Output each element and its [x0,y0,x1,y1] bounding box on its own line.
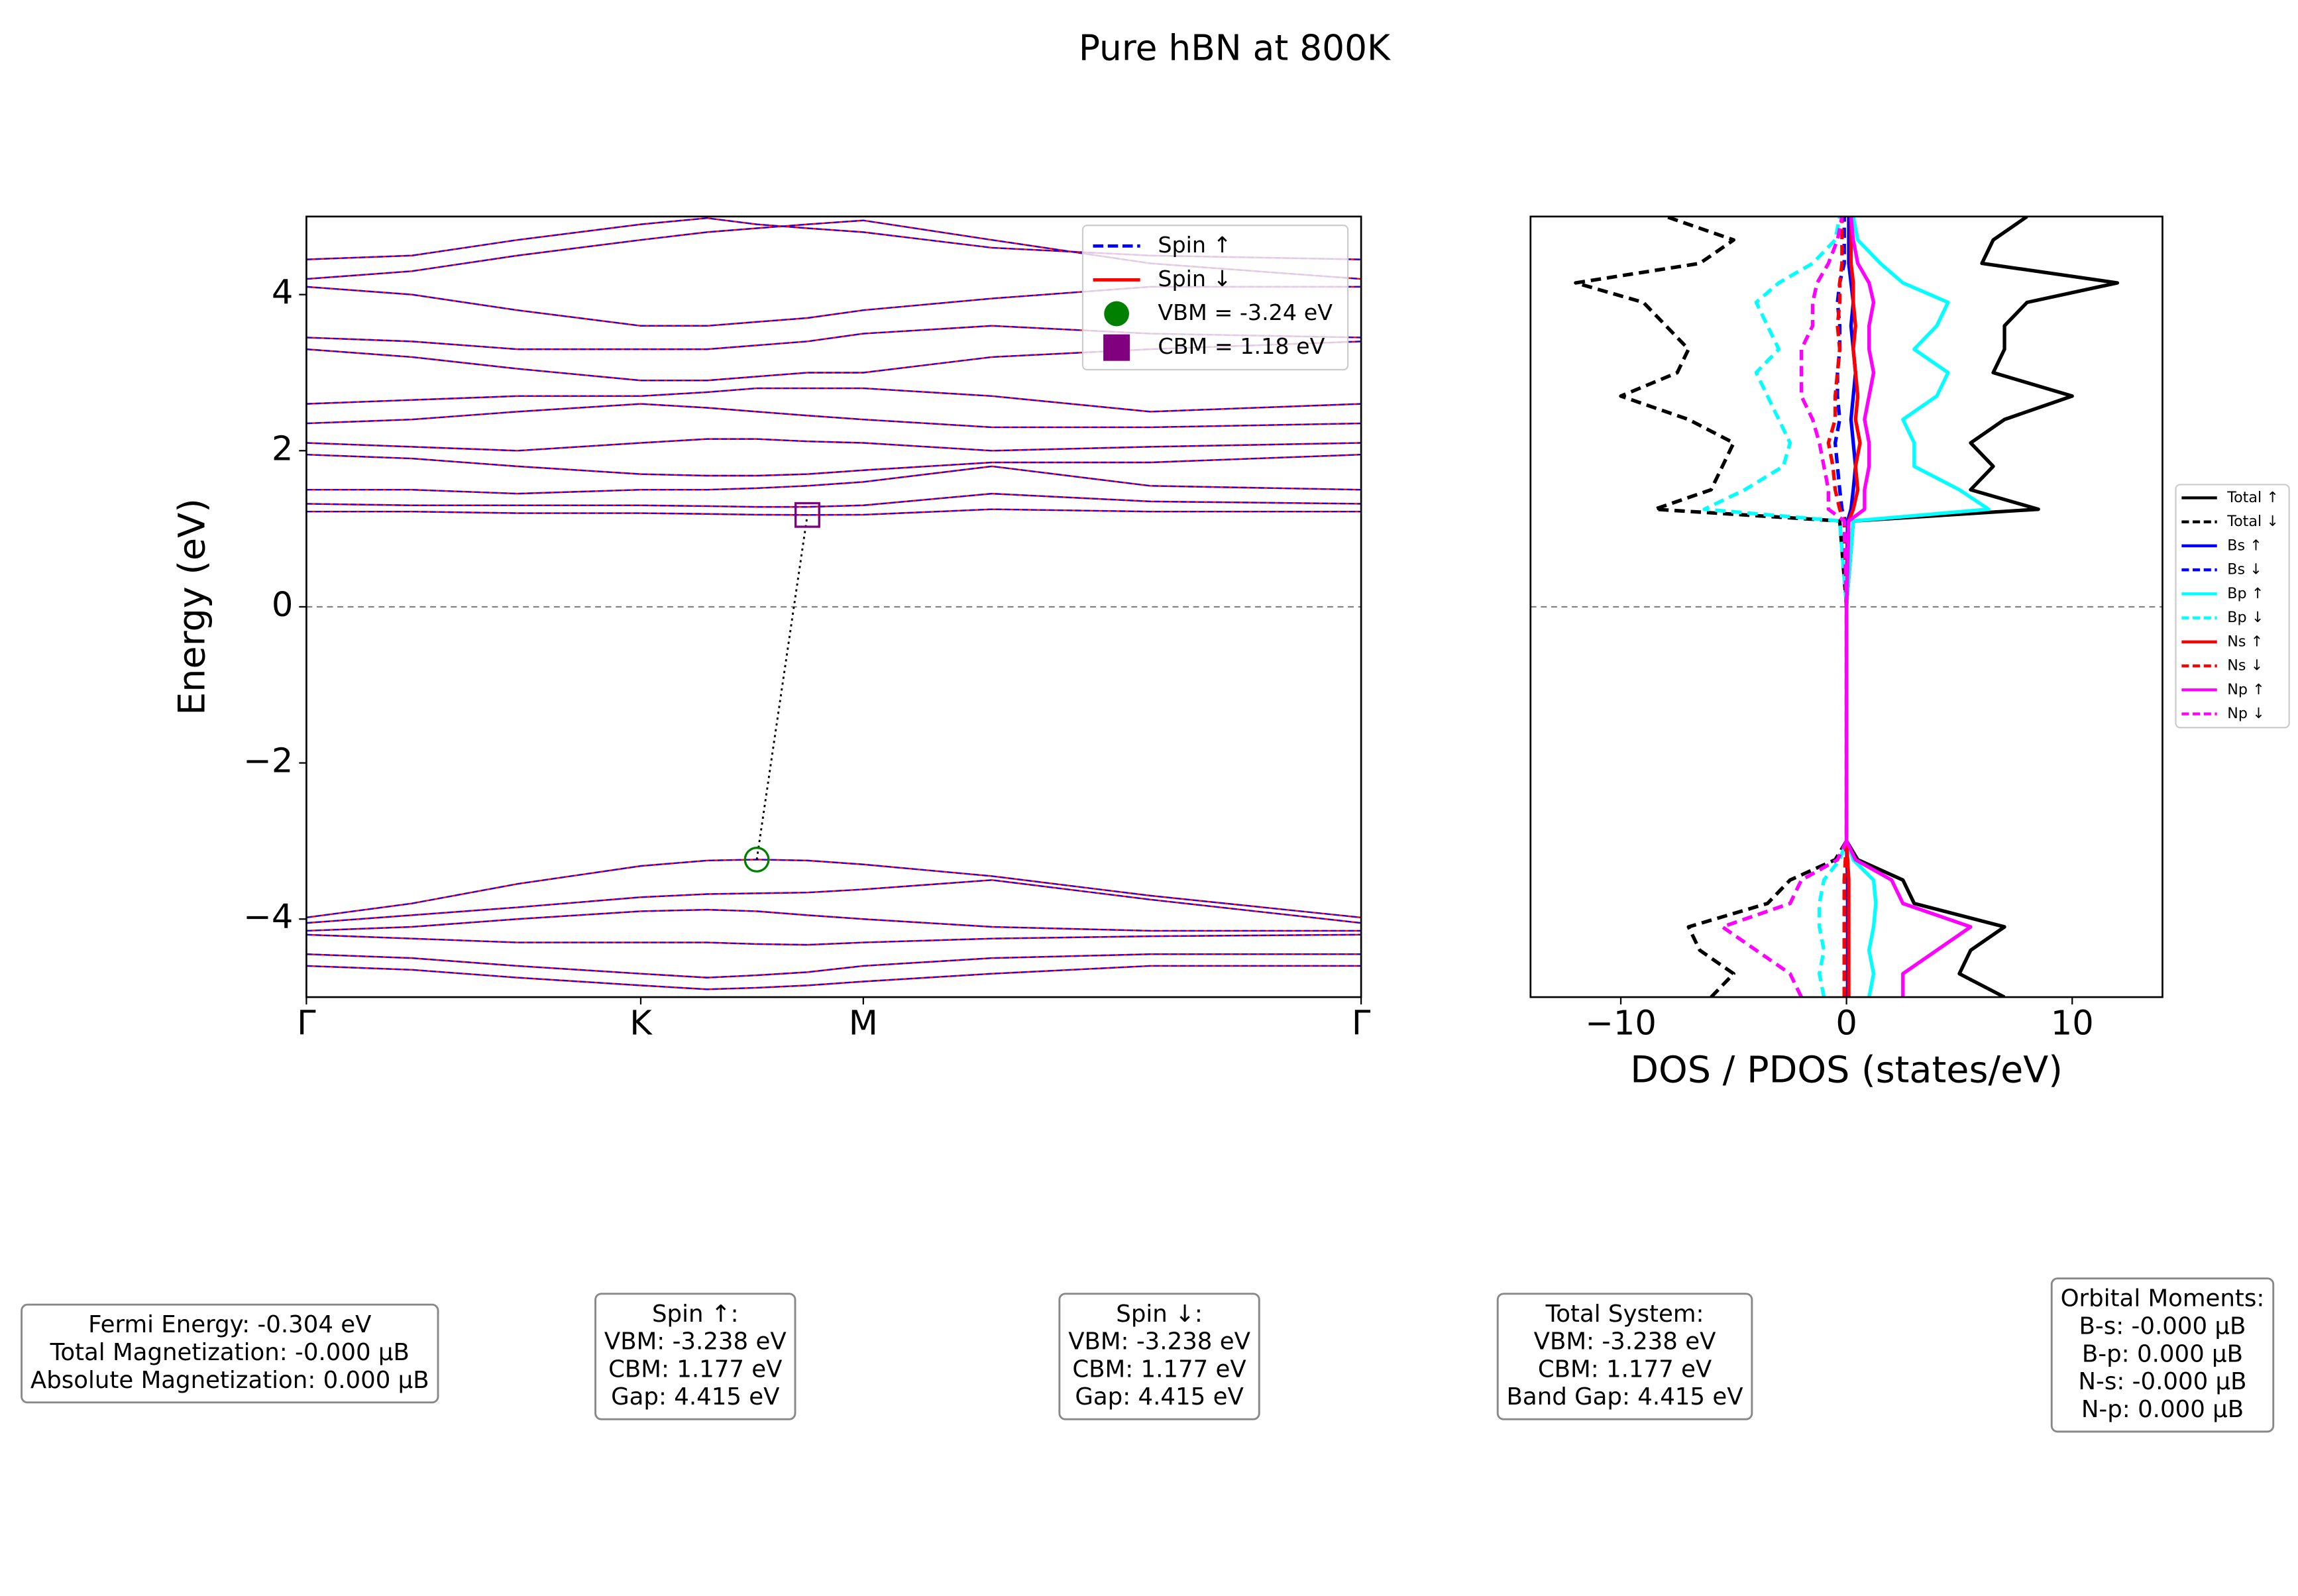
band-line [306,465,1362,495]
band-line [306,438,1362,452]
legend-label: Spin ↑ [1158,232,1231,258]
info-box [594,1293,796,1420]
legend-label: Np ↓ [2227,705,2264,722]
y-tick-label: 0 [272,586,294,625]
legend-label: CBM = 1.18 eV [1158,333,1325,359]
y-tick-label: −4 [243,898,293,937]
band-line [306,859,1362,919]
dos-line [1574,216,1849,998]
legend-box [1081,225,1349,371]
y-tick-label: 4 [272,274,294,313]
info-text: N-s: -0.000 μB [2078,1368,2246,1395]
info-text: Band Gap: 4.415 eV [1507,1383,1744,1410]
x-tick-label: 10 [2051,1004,2094,1043]
band-line [306,403,1362,429]
band-line [306,453,1362,477]
x-tick-label: K [629,1004,653,1043]
band-line [306,438,1362,452]
info-text: CBM: 1.177 eV [1538,1356,1712,1383]
info-text: VBM: -3.238 eV [604,1328,787,1356]
band-line [306,492,1362,508]
info-text: B-p: 0.000 μB [2082,1340,2243,1367]
info-text: CBM: 1.177 eV [608,1356,783,1383]
dos-line [1844,216,1973,998]
legend-label: Bs ↑ [2227,537,2262,554]
band-plot [306,217,1362,990]
band-line [306,341,1362,382]
info-box [2050,1277,2275,1433]
legend-label: Bp ↓ [2227,609,2264,626]
info-text: VBM: -3.238 eV [1068,1328,1250,1356]
info-text: Total System: [1545,1301,1704,1328]
info-text: Gap: 4.415 eV [1075,1383,1244,1410]
band-line [306,933,1362,946]
legend-label: Bp ↑ [2227,585,2264,602]
info-box [1058,1293,1260,1420]
dos-line [1844,216,1862,998]
info-text: Absolute Magnetization: 0.000 μB [30,1367,429,1394]
band-line [306,403,1362,429]
band-line [306,453,1362,477]
x-tick-label: Γ [1352,1004,1371,1043]
band-line [306,508,1362,516]
dos-line [1844,216,2120,998]
legend-label: VBM = -3.24 eV [1158,299,1333,325]
dos-line [1702,216,1849,998]
legend-label: Ns ↑ [2227,633,2263,650]
band-line [306,465,1362,495]
dos-line [1844,216,1991,998]
x-tick-label: −10 [1585,1004,1657,1043]
x-tick-label: Γ [297,1004,316,1043]
y-axis-label: Energy (eV) [171,498,214,716]
info-text: Spin ↓: [1116,1301,1203,1328]
dos-line [1720,216,1849,998]
band-line [306,908,1362,932]
band-line [306,387,1362,413]
x-tick-label: M [849,1004,878,1043]
info-text: B-s: -0.000 μB [2079,1312,2246,1340]
info-text: Fermi Energy: -0.304 eV [88,1311,372,1338]
y-tick-label: −2 [243,742,293,781]
info-box [1496,1293,1753,1420]
band-line [306,965,1362,990]
legend-marker [1103,334,1130,361]
info-text: Spin ↑: [652,1301,739,1328]
info-text: CBM: 1.177 eV [1072,1356,1246,1383]
band-line [306,286,1362,327]
y-tick-label: 2 [272,429,294,468]
legend-label: Total ↓ [2226,513,2279,530]
dos-line [1826,216,1849,998]
info-text: Gap: 4.415 eV [611,1383,780,1410]
info-text: Total Magnetization: -0.000 μB [50,1339,410,1366]
legend-label: Ns ↓ [2227,657,2263,674]
band-line [306,325,1362,350]
band-line [306,953,1362,979]
band-line [306,879,1362,924]
band-line [306,219,1362,280]
info-text: Orbital Moments: [2061,1285,2265,1312]
band-line [306,492,1362,508]
gap-connector [755,515,808,860]
info-text: N-p: 0.000 μB [2081,1396,2244,1423]
info-box [21,1303,439,1404]
x-tick-label: 0 [1835,1004,1857,1043]
vbm-marker [743,847,770,873]
info-text: VBM: -3.238 eV [1534,1328,1716,1356]
x-axis-label: DOS / PDOS (states/eV) [1630,1049,2063,1092]
band-line [306,859,1362,919]
band-line [306,908,1362,932]
cbm-marker [794,502,820,528]
legend-label: Total ↑ [2226,489,2279,506]
legend-label: Np ↑ [2227,681,2264,698]
band-line [306,217,1362,260]
legend-label: Bs ↓ [2227,561,2262,578]
figure-title: Pure hBN at 800K [1079,27,1392,68]
band-line [306,387,1362,413]
legend-marker [1104,301,1129,327]
dos-plot [1530,216,2163,998]
legend-label: Spin ↓ [1158,266,1231,292]
